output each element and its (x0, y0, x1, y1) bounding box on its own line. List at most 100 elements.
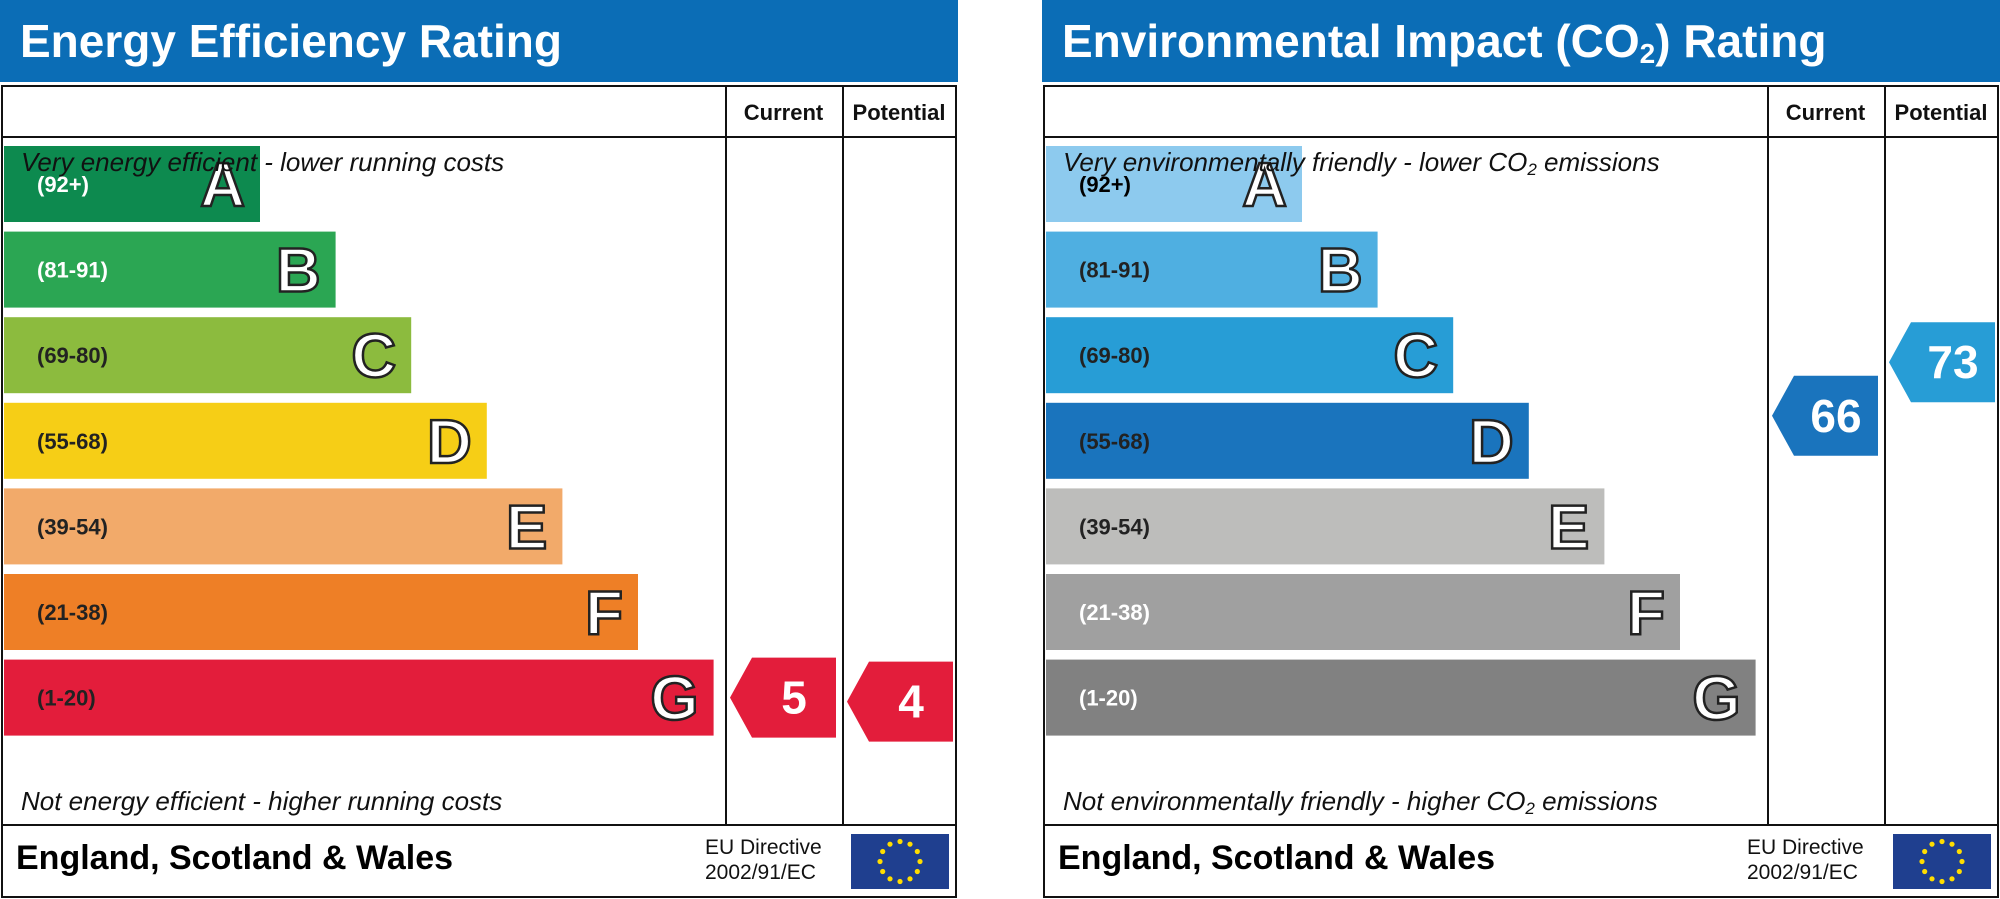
energy-eu-star (880, 848, 886, 855)
energy-band-f-letter: F (585, 579, 623, 648)
energy-title: Energy Efficiency Rating (20, 15, 562, 67)
environmental-eu-directive: EU Directive 2002/91/EC (1747, 835, 1864, 885)
energy-footer-region: England, Scotland & Wales (16, 839, 454, 877)
energy-eu-star (917, 858, 923, 865)
environmental-eu-star (1939, 838, 1945, 845)
energy-eu-star (887, 876, 893, 882)
environmental-eu-star (1919, 858, 1925, 865)
energy-band-e-range: (39-54) (37, 514, 108, 539)
environmental-current-value: 66 (1810, 390, 1861, 442)
energy-band-a-letter: A (200, 151, 245, 220)
energy-band-g-letter: G (650, 665, 698, 734)
energy-band-e (4, 488, 563, 565)
environmental-bottom-caption: Not environmentally friendly - higher CO… (1063, 786, 1658, 818)
energy-band-c-range: (69-80) (37, 343, 108, 368)
energy-band-a (4, 146, 260, 222)
environmental-band-c-range: (69-80) (1079, 343, 1150, 368)
environmental-band-e (1046, 488, 1605, 565)
environmental-band-d-letter: D (1469, 408, 1514, 477)
environmental-chart-svg: (92+) A (81-91) B (69-80) C (55-68) D (39-54) E (2… (1045, 87, 1997, 889)
energy-band-d-letter: D (427, 408, 472, 477)
energy-band-d-range: (55-68) (37, 429, 108, 454)
environmental-band-a-range: (92+) (1079, 172, 1131, 197)
energy-band-b-range: (81-91) (37, 258, 108, 283)
environmental-eu-star (1929, 841, 1935, 847)
energy-band-g-range: (1-20) (37, 686, 96, 711)
environmental-eu-star (1956, 868, 1962, 875)
environmental-eu-star (1929, 876, 1935, 882)
energy-band-b (4, 231, 336, 308)
energy-chart-svg: (92+) A (81-91) B (69-80) C (55-68) D (39-54) E (2… (3, 87, 955, 889)
environmental-band-e-range: (39-54) (1079, 514, 1150, 539)
energy-eu-star (897, 838, 903, 845)
environmental-band-g (1046, 659, 1756, 736)
environmental-chart-frame: (92+) A (81-91) B (69-80) C (55-68) D (39-54) E (2… (1043, 85, 1999, 898)
environmental-top-caption: Very environmentally friendly - lower CO… (1063, 147, 1660, 179)
environmental-eu-star (1922, 868, 1928, 875)
environmental-directive-line1: EU Directive (1747, 836, 1864, 859)
environmental-band-g-range: (1-20) (1079, 686, 1138, 711)
energy-eu-directive: EU Directive 2002/91/EC (705, 835, 822, 885)
environmental-band-a (1046, 146, 1302, 222)
environmental-band-c-letter: C (1393, 322, 1438, 391)
environmental-impact-panel: Environmental Impact (CO2) Rating (92+) A… (1042, 0, 2000, 899)
energy-band-c-letter: C (351, 322, 396, 391)
environmental-eu-star (1956, 848, 1962, 855)
environmental-band-f-range: (21-38) (1079, 600, 1150, 625)
environmental-current-header: Current (1785, 100, 1866, 125)
energy-current-arrow (730, 657, 836, 738)
environmental-band-g-letter: G (1692, 665, 1740, 734)
energy-band-c (4, 317, 412, 394)
environmental-eu-star (1959, 858, 1965, 865)
energy-eu-star (914, 868, 920, 875)
energy-band-b-letter: B (276, 237, 321, 306)
energy-header: Energy Efficiency Rating (0, 0, 958, 82)
environmental-band-f (1046, 574, 1680, 650)
environmental-eu-star (1949, 841, 1955, 847)
energy-chart-frame: (92+) A (81-91) B (69-80) C (55-68) D (39-54) E (2… (1, 85, 957, 898)
energy-potential-arrow (847, 661, 953, 742)
environmental-potential-value: 73 (1927, 336, 1978, 388)
environmental-band-f-letter: F (1627, 579, 1665, 648)
environmental-band-d-range: (55-68) (1079, 429, 1150, 454)
environmental-band-b (1046, 231, 1378, 308)
environmental-directive-line2: 2002/91/EC (1747, 861, 1858, 884)
environmental-eu-star (1949, 876, 1955, 882)
environmental-eu-star (1922, 848, 1928, 855)
energy-eu-star (907, 841, 913, 847)
energy-eu-star (914, 848, 920, 855)
environmental-band-b-letter: B (1318, 237, 1363, 306)
energy-bottom-caption: Not energy efficient - higher running co… (21, 786, 503, 816)
energy-band-a-range: (92+) (37, 172, 89, 197)
energy-current-value: 5 (781, 672, 807, 724)
energy-eu-star (877, 858, 883, 865)
energy-directive-line2: 2002/91/EC (705, 861, 816, 884)
environmental-current-arrow (1772, 375, 1878, 456)
energy-band-d (4, 402, 487, 479)
environmental-title: Environmental Impact (CO2) Rating (1062, 15, 1827, 69)
environmental-band-a-letter: A (1242, 151, 1287, 220)
environmental-header: Environmental Impact (CO2) Rating (1042, 0, 2000, 82)
energy-top-caption: Very energy efficient - lower running co… (21, 147, 505, 177)
energy-potential-value: 4 (898, 676, 924, 728)
energy-eu-star (907, 876, 913, 882)
energy-potential-header: Potential (852, 100, 946, 125)
environmental-band-b-range: (81-91) (1079, 258, 1150, 283)
energy-band-e-letter: E (506, 493, 547, 562)
energy-band-f (4, 574, 638, 650)
energy-eu-star (887, 841, 893, 847)
energy-directive-line1: EU Directive (705, 836, 822, 859)
environmental-footer-region: England, Scotland & Wales (1058, 839, 1496, 877)
energy-eu-star (897, 878, 903, 885)
energy-current-header: Current (743, 100, 824, 125)
environmental-band-d (1046, 402, 1529, 479)
environmental-band-e-letter: E (1548, 493, 1589, 562)
energy-band-g (4, 659, 714, 736)
environmental-eu-star (1939, 878, 1945, 885)
energy-band-f-range: (21-38) (37, 600, 108, 625)
environmental-band-c (1046, 317, 1454, 394)
environmental-potential-header: Potential (1894, 100, 1988, 125)
energy-efficiency-panel: Energy Efficiency Rating (92+) A (81-91) B(… (0, 0, 958, 899)
environmental-potential-arrow (1889, 322, 1995, 403)
energy-eu-star (880, 868, 886, 875)
